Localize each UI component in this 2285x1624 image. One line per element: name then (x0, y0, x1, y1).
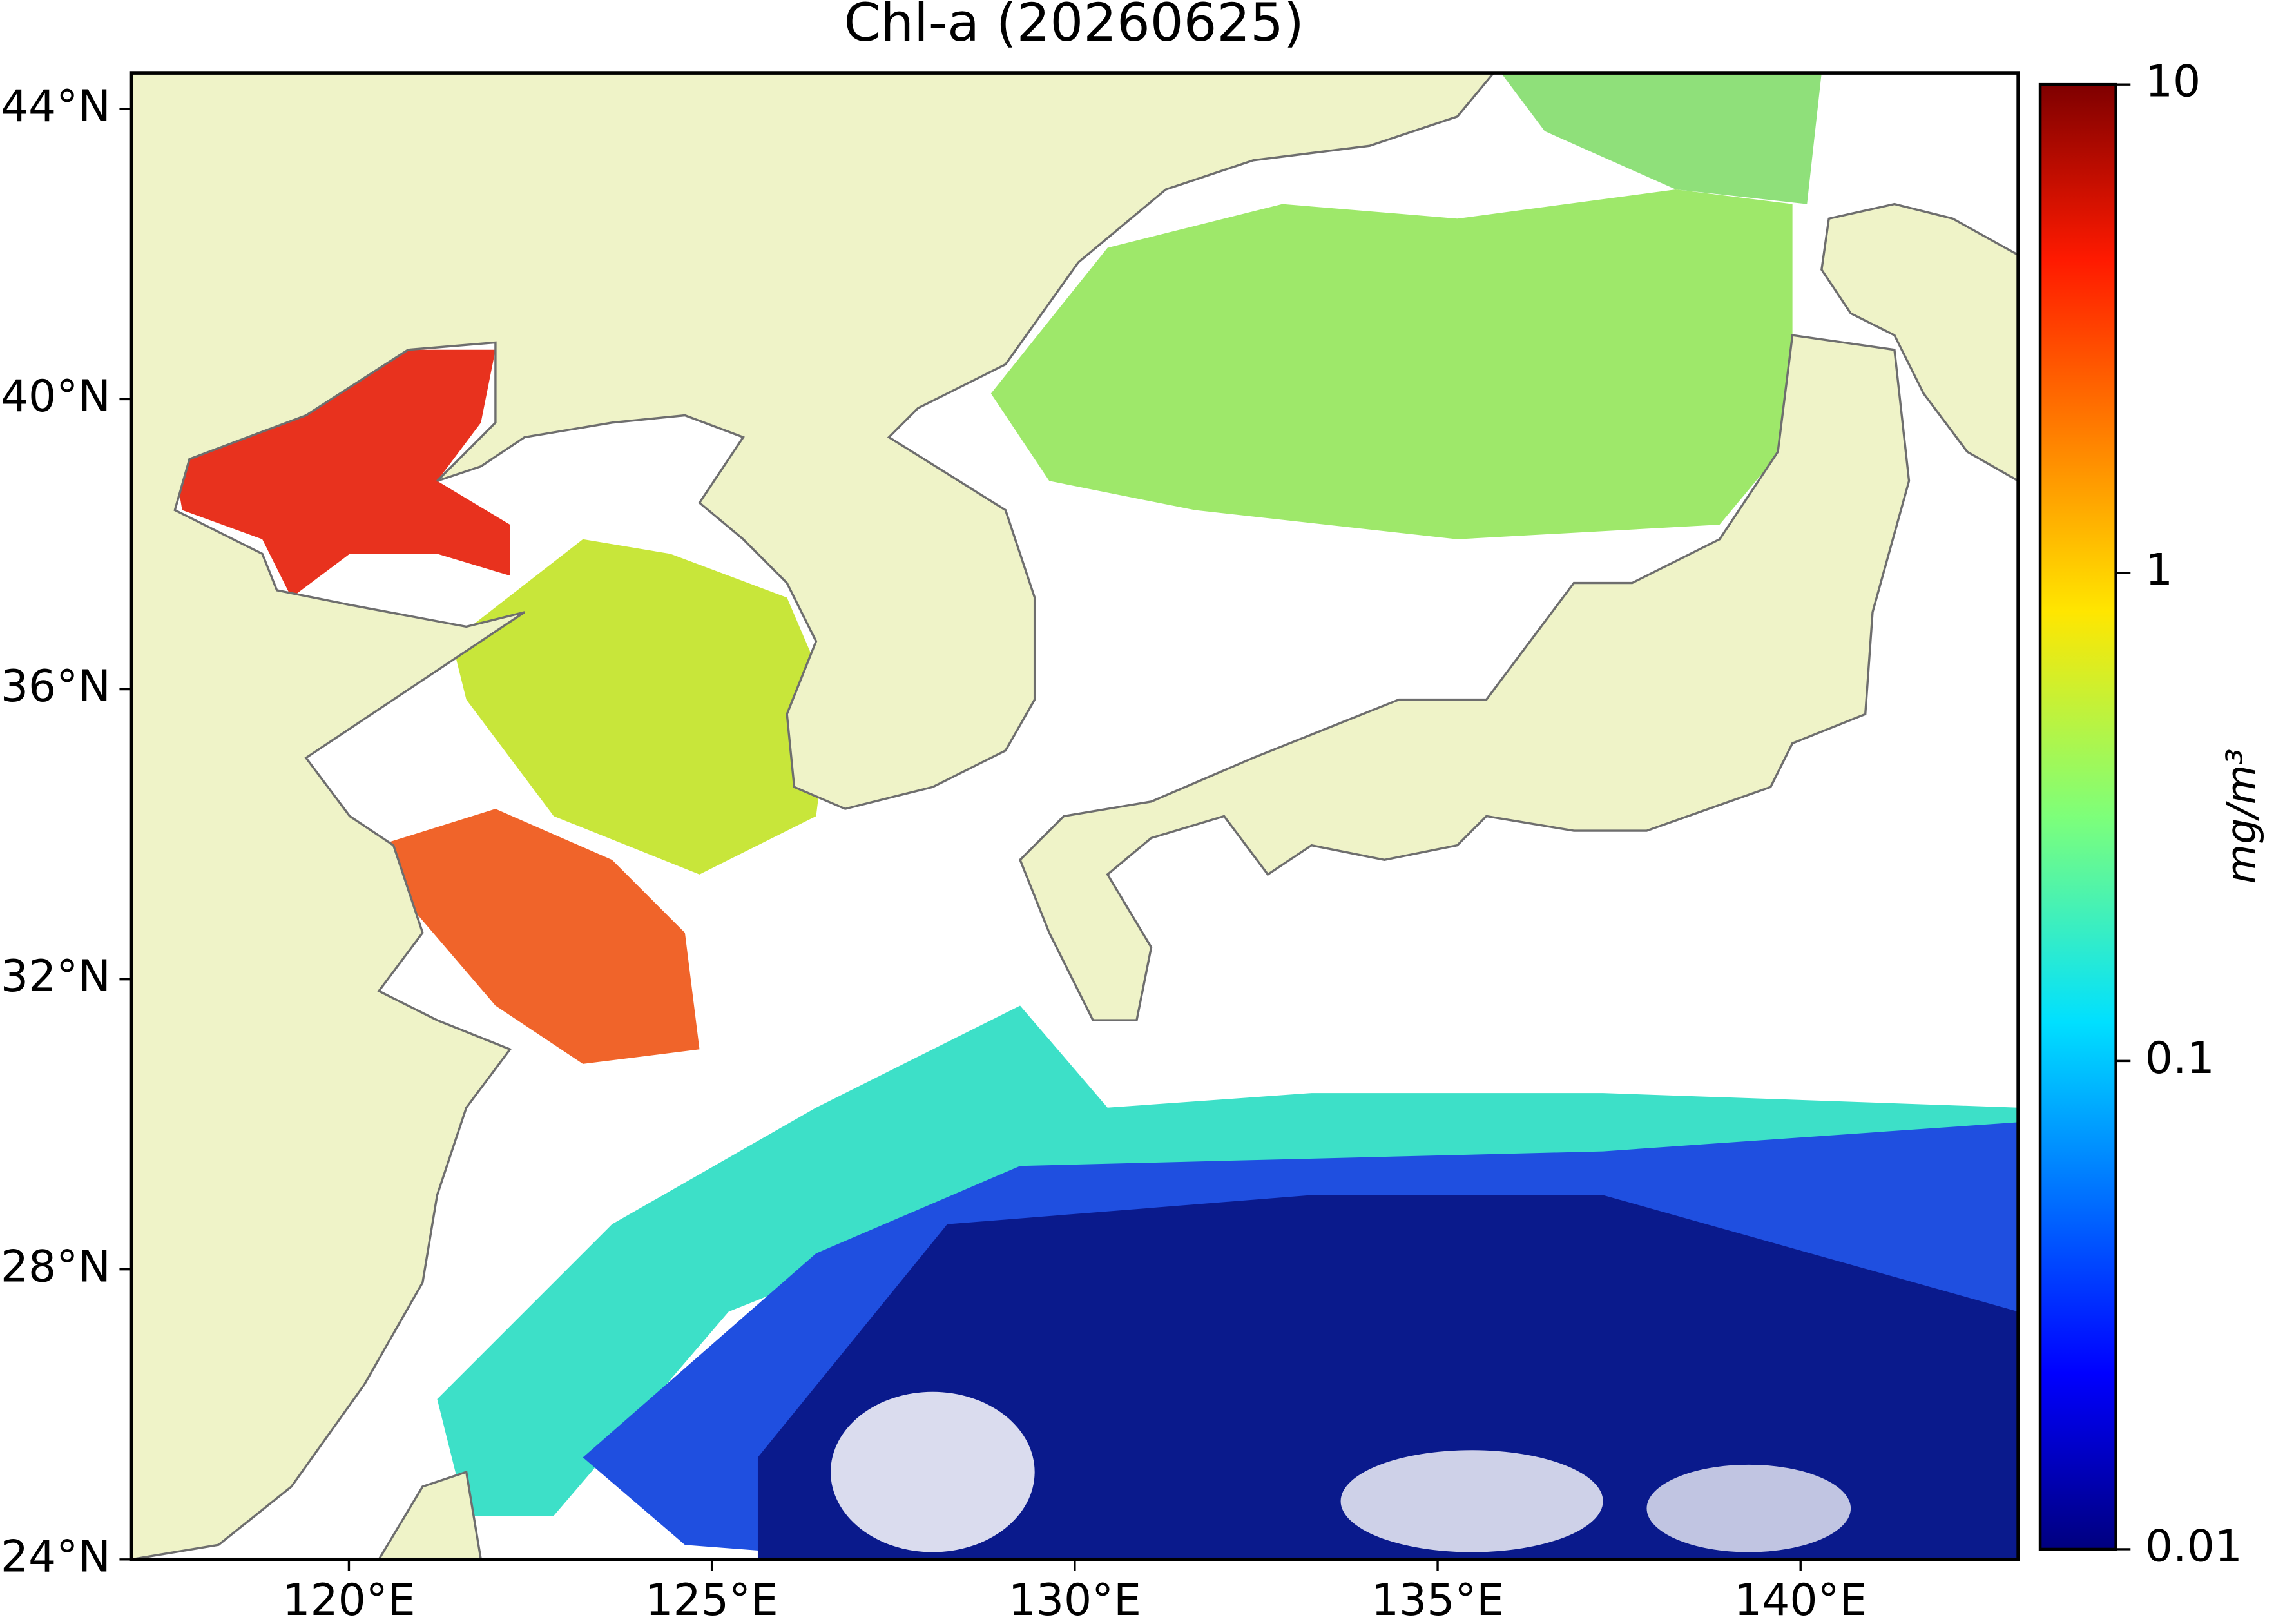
x-tick-label: 135°E (1371, 1574, 1504, 1624)
colorbar-tick-label: 1 (2145, 544, 2173, 595)
y-tick-label: 24°N (1, 1531, 111, 1581)
land (378, 1470, 483, 1560)
chl-field (757, 1195, 2019, 1560)
chl-field (1501, 73, 1822, 204)
y-tick-label: 28°N (1, 1241, 111, 1291)
y-tick-label: 32°N (1, 951, 111, 1001)
map-title: Chl-a (20260625) (844, 0, 1304, 53)
land (1820, 202, 2019, 483)
y-tick-label: 44°N (1, 81, 111, 131)
chl-field (452, 539, 831, 875)
map-layer (131, 73, 2019, 1560)
cloud (831, 1391, 1035, 1552)
colorbar-tick-label: 0.01 (2145, 1521, 2242, 1572)
chl-field (990, 189, 1793, 539)
x-tick-label: 140°E (1734, 1574, 1867, 1624)
chl-field (437, 1005, 2019, 1516)
x-tick-label: 130°E (1008, 1574, 1141, 1624)
colorbar (2038, 82, 2117, 1551)
colorbar-label: mg/m³ (2217, 748, 2265, 884)
cloud (1646, 1464, 1851, 1552)
land (1019, 334, 1911, 1021)
y-tick-label: 36°N (1, 661, 111, 711)
chl-field (378, 809, 700, 1064)
colorbar-tick-label: 0.1 (2145, 1032, 2215, 1083)
x-tick-label: 125°E (646, 1574, 778, 1624)
y-tick-label: 40°N (1, 371, 111, 421)
x-tick-label: 120°E (282, 1574, 415, 1624)
chl-field (175, 349, 510, 598)
land (131, 73, 1496, 1560)
colorbar-tick-label: 10 (2145, 56, 2201, 107)
cloud (1340, 1450, 1603, 1552)
